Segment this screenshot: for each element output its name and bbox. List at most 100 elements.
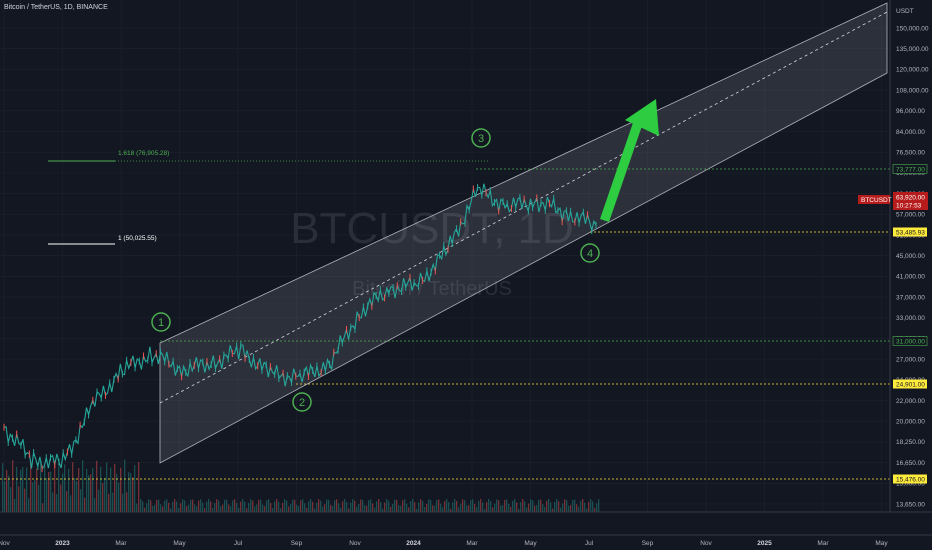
volume-bar (534, 505, 536, 512)
price-scale-unit[interactable]: USDT (896, 8, 914, 15)
volume-bar (14, 498, 16, 512)
volume-bar (38, 485, 40, 512)
volume-bar (106, 462, 108, 512)
volume-bar (596, 503, 598, 512)
volume-bar (112, 492, 114, 512)
volume-bar (278, 501, 280, 512)
volume-bar (214, 503, 216, 512)
volume-bar (244, 501, 246, 512)
volume-bar (528, 503, 530, 512)
volume-bar (496, 499, 498, 512)
volume-bar (310, 499, 312, 512)
fibonacci-extension[interactable]: 1.618 (76,905.28) 1 (50,025.55) (48, 150, 490, 245)
volume-bar (124, 459, 126, 512)
volume-bar (488, 499, 490, 512)
volume-bar (40, 461, 42, 512)
volume-bar (72, 462, 74, 512)
volume-bar (186, 506, 188, 512)
wave-2-circle (292, 392, 312, 412)
volume-bar (44, 465, 46, 512)
volume-bar (210, 501, 212, 512)
arrow-shaft (600, 117, 644, 222)
volume-bar (246, 508, 248, 512)
projection-arrow[interactable] (600, 99, 659, 222)
volume-bar (168, 502, 170, 512)
volume-bar (288, 506, 290, 512)
volume-bar (162, 506, 164, 512)
volume-bar (412, 499, 414, 512)
tag-31000-bg (892, 336, 928, 346)
volume-bar (84, 497, 86, 512)
volume-bar (182, 499, 184, 512)
volume-bar (140, 499, 142, 512)
volume-bar (300, 500, 302, 512)
volume-bar (52, 492, 54, 512)
volume-bar (314, 508, 316, 512)
volume-bars (2, 459, 600, 512)
volume-bar (462, 499, 464, 512)
price-tick-label: 13,650.00 (896, 501, 925, 508)
level-tags[interactable]: 73,777.00 53,485.93 31,000.00 24,901.00 … (892, 164, 928, 484)
volume-bar (450, 508, 452, 512)
volume-bar (262, 504, 264, 512)
volume-bar (90, 474, 92, 512)
volume-bar (120, 467, 122, 512)
volume-bar (530, 499, 532, 512)
volume-bar (160, 504, 162, 512)
volume-bar (92, 468, 94, 512)
price-tick-label: 20,000.00 (896, 419, 925, 426)
time-tick-label: Sep (642, 540, 654, 547)
volume-bar (438, 499, 440, 512)
wave-3-label: 3 (478, 133, 484, 145)
wave-1-label: 1 (158, 317, 164, 329)
fib-label-1: 1 (50,025.55) (118, 235, 157, 242)
volume-bar (242, 499, 244, 512)
volume-bar (228, 504, 230, 512)
volume-bar (430, 499, 432, 512)
volume-bar (574, 499, 576, 512)
volume-bar (150, 500, 152, 512)
volume-bar (404, 499, 406, 512)
volume-bar (474, 503, 476, 512)
volume-bar (564, 499, 566, 512)
time-scale-ticks[interactable]: Nov 2023 Mar May Jul Sep Nov 2024 Mar May Jul Sep No… (0, 540, 888, 547)
tag-24901-bg (893, 379, 927, 389)
volume-bar (200, 499, 202, 512)
volume-bar (380, 502, 382, 512)
volume-bar (68, 468, 70, 512)
volume-bar (588, 501, 590, 512)
volume-bar (26, 467, 28, 512)
volume-bar (258, 499, 260, 512)
volume-bar (570, 504, 572, 512)
volume-bar (218, 500, 220, 512)
tag-31000: 31,000.00 (896, 339, 925, 346)
volume-bar (190, 499, 192, 512)
volume-bar (248, 502, 250, 512)
volume-bar (424, 507, 426, 512)
volume-bar (276, 499, 278, 512)
volume-bar (526, 507, 528, 512)
price-tick-label: 150,000.00 (896, 25, 929, 32)
last-price-countdown: 10:27:53 (896, 203, 922, 210)
volume-bar (566, 500, 568, 512)
volume-bar (524, 501, 526, 512)
volume-bar (368, 500, 370, 512)
volume-bar (454, 499, 456, 512)
time-tick-label: 2023 (55, 540, 70, 547)
volume-bar (22, 466, 24, 512)
price-tick-label: 76,500.00 (896, 149, 925, 156)
volume-bar (396, 499, 398, 512)
volume-bar (370, 499, 372, 512)
volume-bar (332, 505, 334, 512)
volume-bar (550, 502, 552, 512)
volume-bar (382, 508, 384, 512)
volume-bar (422, 500, 424, 512)
last-price-tag[interactable]: BTCUSDT 63,920.00 10:27:53 (858, 192, 928, 210)
volume-bar (592, 501, 594, 512)
volume-bar (30, 460, 32, 512)
volume-bar (8, 475, 10, 512)
time-tick-label: May (875, 540, 888, 547)
time-tick-label: Nov (349, 540, 361, 547)
volume-bar (20, 469, 22, 512)
